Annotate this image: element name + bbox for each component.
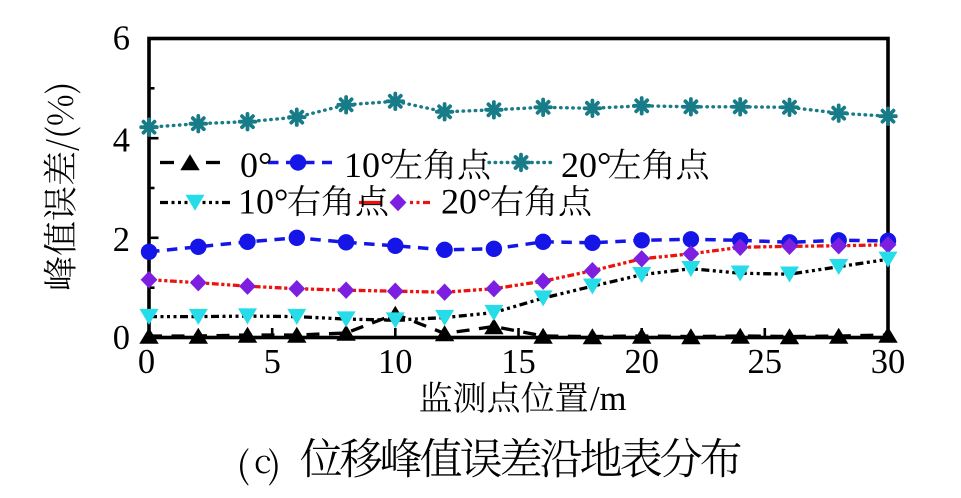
svg-text:15: 15 [501,343,536,381]
svg-text:30: 30 [871,343,906,381]
svg-text:0°: 0° [240,145,272,185]
svg-text:20°: 20° [561,145,611,185]
svg-text:/m: /m [590,380,627,418]
svg-text:4: 4 [113,122,130,160]
svg-text:10°: 10° [344,145,394,185]
svg-text:20°: 20° [441,182,491,222]
svg-text:25: 25 [748,343,783,381]
svg-text:0: 0 [113,319,130,357]
svg-text:2: 2 [113,221,130,259]
svg-text:20: 20 [624,343,659,381]
svg-text:5: 5 [264,343,281,381]
svg-text:10: 10 [378,343,413,381]
svg-text:10°: 10° [238,182,288,222]
svg-text:0: 0 [138,343,155,381]
svg-text:6: 6 [113,20,130,58]
